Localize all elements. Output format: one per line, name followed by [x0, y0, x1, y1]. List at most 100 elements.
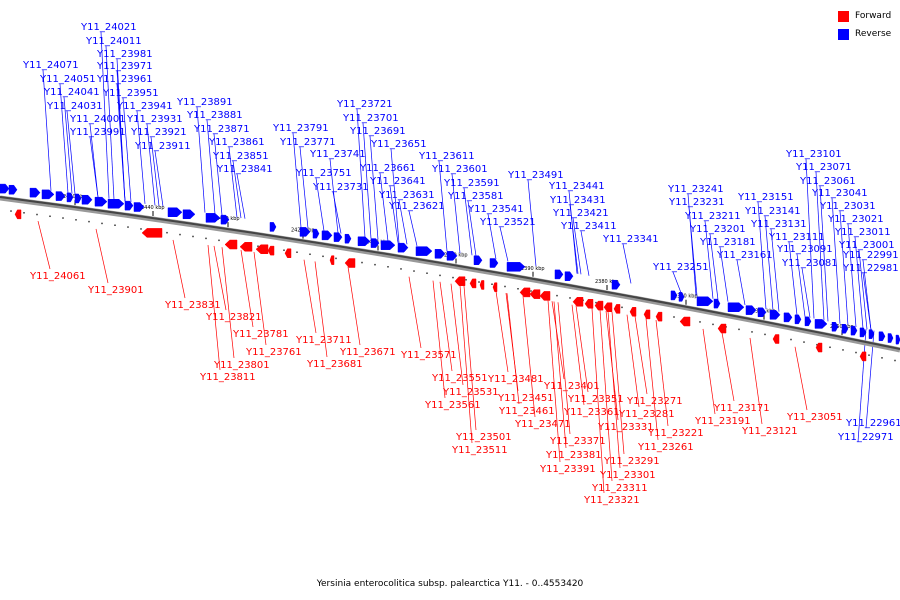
forward-gene-label[interactable]: Y11_23471	[514, 419, 571, 430]
forward-gene-arrow[interactable]	[539, 291, 551, 301]
reverse-gene-label[interactable]: Y11_23791	[272, 123, 329, 134]
forward-gene-label[interactable]: Y11_23901	[87, 285, 144, 296]
forward-gene-arrow[interactable]	[255, 244, 269, 254]
reverse-gene-arrow[interactable]	[611, 279, 621, 290]
reverse-gene-arrow[interactable]	[8, 184, 18, 195]
reverse-gene-label[interactable]: Y11_23111	[768, 232, 825, 243]
reverse-gene-arrow[interactable]	[564, 271, 574, 281]
reverse-gene-label[interactable]: Y11_23921	[130, 127, 187, 138]
reverse-gene-arrow[interactable]	[670, 290, 678, 301]
forward-gene-label[interactable]: Y11_23371	[549, 436, 606, 447]
reverse-gene-label[interactable]: Y11_23141	[744, 206, 801, 217]
reverse-gene-label[interactable]: Y11_23941	[116, 101, 173, 112]
reverse-gene-label[interactable]: Y11_24001	[69, 114, 126, 125]
reverse-gene-arrow[interactable]	[107, 199, 125, 209]
forward-gene-label[interactable]: Y11_23051	[786, 412, 843, 423]
forward-gene-arrow[interactable]	[267, 245, 275, 256]
forward-gene-label[interactable]: Y11_23501	[455, 432, 512, 443]
forward-gene-label[interactable]: Y11_23571	[400, 350, 457, 361]
reverse-gene-arrow[interactable]	[220, 214, 230, 225]
forward-gene-label[interactable]: Y11_23831	[164, 300, 221, 311]
reverse-gene-label[interactable]: Y11_24031	[46, 101, 103, 112]
reverse-gene-label[interactable]: Y11_23881	[186, 110, 243, 121]
reverse-gene-arrow[interactable]	[41, 189, 55, 200]
forward-gene-label[interactable]: Y11_23561	[424, 400, 481, 411]
reverse-gene-label[interactable]: Y11_23151	[737, 192, 794, 203]
reverse-gene-label[interactable]: Y11_23241	[667, 184, 724, 195]
reverse-gene-arrow[interactable]	[344, 233, 352, 244]
reverse-gene-label[interactable]: Y11_23341	[602, 234, 659, 245]
reverse-gene-arrow[interactable]	[850, 325, 858, 336]
reverse-gene-arrow[interactable]	[804, 316, 812, 327]
reverse-gene-label[interactable]: Y11_24071	[22, 60, 79, 71]
forward-gene-label[interactable]: Y11_23381	[545, 450, 602, 461]
forward-gene-label[interactable]: Y11_23351	[567, 394, 624, 405]
reverse-gene-label[interactable]: Y11_23251	[652, 262, 709, 273]
reverse-gene-label[interactable]: Y11_23751	[295, 168, 352, 179]
reverse-gene-label[interactable]: Y11_23621	[388, 201, 445, 212]
reverse-gene-label[interactable]: Y11_23691	[349, 126, 406, 137]
reverse-gene-label[interactable]: Y11_23101	[785, 149, 842, 160]
forward-gene-label[interactable]: Y11_23191	[694, 416, 751, 427]
forward-gene-label[interactable]: Y11_23481	[487, 374, 544, 385]
reverse-gene-arrow[interactable]	[678, 292, 685, 302]
forward-gene-label[interactable]: Y11_23451	[497, 393, 554, 404]
reverse-gene-label[interactable]: Y11_23911	[134, 141, 191, 152]
reverse-gene-label[interactable]: Y11_23961	[96, 74, 153, 85]
reverse-gene-arrow[interactable]	[357, 236, 371, 247]
reverse-gene-label[interactable]: Y11_23001	[838, 240, 895, 251]
reverse-gene-label[interactable]: Y11_23181	[699, 237, 756, 248]
reverse-gene-arrow[interactable]	[868, 329, 875, 339]
forward-gene-label[interactable]: Y11_23121	[741, 426, 798, 437]
reverse-gene-arrow[interactable]	[205, 213, 221, 223]
reverse-gene-label[interactable]: Y11_23431	[549, 195, 606, 206]
forward-gene-label[interactable]: Y11_23361	[563, 407, 620, 418]
reverse-gene-label[interactable]: Y11_23021	[827, 214, 884, 225]
reverse-gene-label[interactable]: Y11_23841	[216, 164, 273, 175]
reverse-gene-arrow[interactable]	[696, 296, 714, 307]
reverse-gene-arrow[interactable]	[74, 193, 82, 204]
reverse-gene-arrow[interactable]	[895, 334, 900, 345]
forward-gene-label[interactable]: Y11_24061	[29, 271, 86, 282]
reverse-gene-label[interactable]: Y11_23041	[811, 188, 868, 199]
reverse-gene-arrow[interactable]	[783, 312, 793, 323]
forward-gene-arrow[interactable]	[329, 255, 335, 265]
reverse-gene-label[interactable]: Y11_23541	[467, 204, 524, 215]
reverse-gene-label[interactable]: Y11_23421	[552, 208, 609, 219]
reverse-gene-label[interactable]: Y11_23951	[102, 88, 159, 99]
reverse-gene-arrow[interactable]	[380, 240, 396, 250]
reverse-gene-label[interactable]: Y11_24051	[39, 74, 96, 85]
reverse-gene-arrow[interactable]	[269, 222, 277, 232]
reverse-gene-label[interactable]: Y11_22971	[837, 432, 894, 443]
reverse-gene-label[interactable]: Y11_23521	[479, 217, 536, 228]
reverse-gene-label[interactable]: Y11_23981	[96, 49, 153, 60]
forward-gene-label[interactable]: Y11_23281	[618, 409, 675, 420]
reverse-gene-label[interactable]: Y11_23741	[309, 149, 366, 160]
forward-gene-label[interactable]: Y11_23301	[599, 470, 656, 481]
forward-gene-label[interactable]: Y11_23761	[245, 347, 302, 358]
reverse-gene-arrow[interactable]	[727, 302, 745, 312]
reverse-gene-label[interactable]: Y11_23581	[447, 191, 504, 202]
reverse-gene-arrow[interactable]	[745, 305, 757, 315]
reverse-gene-arrow[interactable]	[299, 227, 311, 237]
forward-gene-arrow[interactable]	[454, 276, 466, 286]
forward-gene-label[interactable]: Y11_23671	[339, 347, 396, 358]
forward-gene-label[interactable]: Y11_23261	[637, 442, 694, 453]
forward-gene-arrow[interactable]	[529, 289, 541, 299]
forward-gene-arrow[interactable]	[594, 300, 604, 311]
reverse-gene-label[interactable]: Y11_22961	[845, 418, 900, 429]
reverse-gene-label[interactable]: Y11_23411	[560, 221, 617, 232]
reverse-gene-label[interactable]: Y11_23731	[312, 182, 369, 193]
reverse-gene-arrow[interactable]	[397, 242, 409, 253]
reverse-gene-label[interactable]: Y11_23091	[776, 244, 833, 255]
forward-gene-label[interactable]: Y11_23461	[498, 406, 555, 417]
reverse-gene-label[interactable]: Y11_23611	[418, 151, 475, 162]
forward-gene-arrow[interactable]	[284, 248, 292, 258]
reverse-gene-arrow[interactable]	[554, 269, 564, 280]
reverse-gene-arrow[interactable]	[713, 298, 721, 309]
reverse-gene-label[interactable]: Y11_23661	[359, 163, 416, 174]
reverse-gene-arrow[interactable]	[446, 251, 458, 261]
reverse-gene-arrow[interactable]	[370, 238, 380, 248]
reverse-gene-label[interactable]: Y11_23891	[176, 97, 233, 108]
reverse-gene-label[interactable]: Y11_23651	[370, 139, 427, 150]
